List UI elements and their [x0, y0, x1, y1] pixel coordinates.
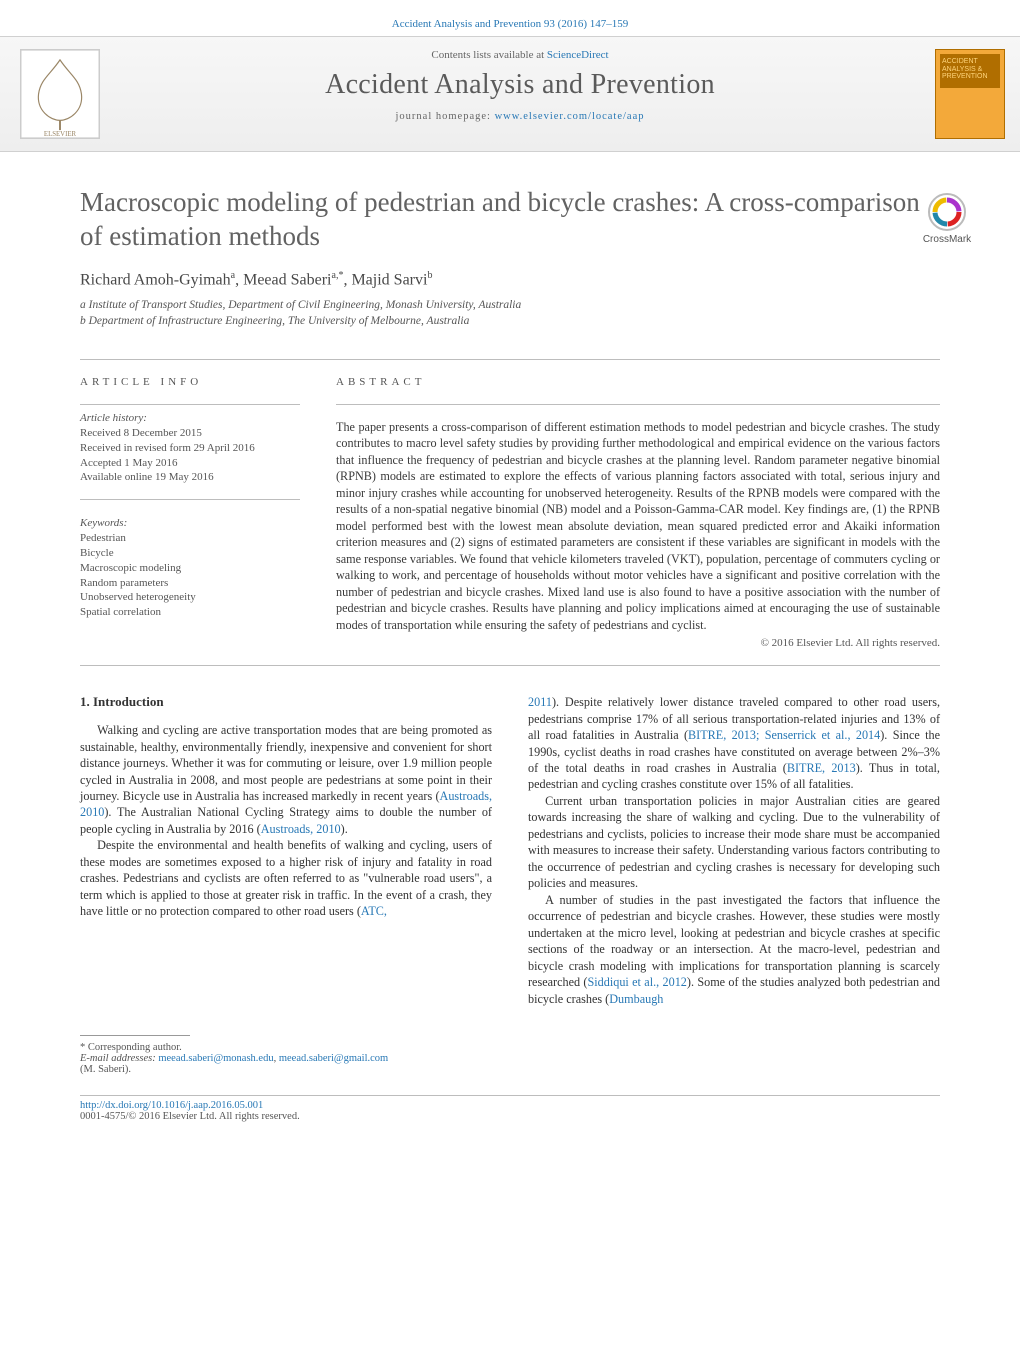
intro-para-3: 2011). Despite relatively lower distance…: [528, 694, 940, 793]
contents-label: Contents lists available at: [431, 49, 546, 61]
contents-line: Contents lists available at ScienceDirec…: [120, 49, 920, 61]
journal-cover-text: ACCIDENT ANALYSIS & PREVENTION: [942, 58, 998, 81]
top-citation-link[interactable]: Accident Analysis and Prevention 93 (201…: [392, 18, 628, 30]
keywords-label: Keywords:: [80, 516, 300, 531]
abstract-heading: ABSTRACT: [336, 366, 940, 398]
crossmark-icon: [927, 192, 967, 232]
intro-para-2: Despite the environmental and health ben…: [80, 837, 492, 919]
abstract-text: The paper presents a cross-comparison of…: [336, 411, 940, 633]
body-column-right: 2011). Despite relatively lower distance…: [528, 694, 940, 1007]
doi-block: http://dx.doi.org/10.1016/j.aap.2016.05.…: [0, 1100, 1020, 1152]
homepage-link[interactable]: www.elsevier.com/locate/aap: [495, 111, 645, 122]
top-citation: Accident Analysis and Prevention 93 (201…: [0, 0, 1020, 36]
intro-para-4: Current urban transportation policies in…: [528, 793, 940, 892]
keyword-4: Random parameters: [80, 576, 300, 591]
keyword-1: Pedestrian: [80, 531, 300, 546]
rule-info: [80, 404, 300, 405]
article-info-heading: ARTICLE INFO: [80, 366, 300, 398]
journal-cover-cell: ACCIDENT ANALYSIS & PREVENTION: [920, 37, 1020, 151]
rule-abstract: [336, 404, 940, 405]
footnotes: * Corresponding author. E-mail addresses…: [0, 1042, 1020, 1085]
rule-keywords: [80, 499, 300, 500]
keyword-6: Spatial correlation: [80, 605, 300, 620]
article-history: Article history: Received 8 December 201…: [80, 411, 300, 485]
affiliation-a: a Institute of Transport Studies, Depart…: [80, 297, 940, 313]
email-link-1[interactable]: meead.saberi@monash.edu: [158, 1053, 273, 1064]
intro-para-1: Walking and cycling are active transport…: [80, 722, 492, 837]
authors-line: Richard Amoh-Gyimaha, Meead Saberia,*, M…: [80, 270, 940, 289]
email-person: (M. Saberi).: [80, 1064, 940, 1075]
email-line: E-mail addresses: meead.saberi@monash.ed…: [80, 1053, 940, 1064]
keyword-3: Macroscopic modeling: [80, 561, 300, 576]
section-1-heading: 1. Introduction: [80, 694, 492, 710]
history-received: Received 8 December 2015: [80, 426, 300, 441]
crossmark-label: CrossMark: [923, 234, 971, 245]
rule-bottom: [80, 1095, 940, 1096]
svg-text:ELSEVIER: ELSEVIER: [44, 131, 77, 138]
header-band: ELSEVIER Contents lists available at Sci…: [0, 36, 1020, 152]
issn-line: 0001-4575/© 2016 Elsevier Ltd. All right…: [80, 1111, 940, 1122]
history-revised: Received in revised form 29 April 2016: [80, 441, 300, 456]
keyword-2: Bicycle: [80, 546, 300, 561]
doi-link[interactable]: http://dx.doi.org/10.1016/j.aap.2016.05.…: [80, 1100, 263, 1111]
affiliation-b: b Department of Infrastructure Engineeri…: [80, 313, 940, 329]
elsevier-logo: ELSEVIER: [20, 49, 100, 139]
keywords-block: Keywords: Pedestrian Bicycle Macroscopic…: [80, 516, 300, 620]
homepage-label: journal homepage:: [396, 111, 495, 122]
email-label: E-mail addresses:: [80, 1053, 158, 1064]
body-column-left: 1. Introduction Walking and cycling are …: [80, 694, 492, 1007]
crossmark-badge[interactable]: CrossMark: [914, 192, 980, 245]
intro-para-5: A number of studies in the past investig…: [528, 892, 940, 1007]
publisher-logo-cell: ELSEVIER: [0, 37, 120, 151]
sciencedirect-link[interactable]: ScienceDirect: [547, 49, 609, 61]
history-accepted: Accepted 1 May 2016: [80, 456, 300, 471]
article-title: Macroscopic modeling of pedestrian and b…: [80, 186, 940, 254]
corresponding-author-label: * Corresponding author.: [80, 1042, 940, 1053]
journal-cover: ACCIDENT ANALYSIS & PREVENTION: [935, 49, 1005, 139]
rule-top: [80, 359, 940, 360]
journal-title: Accident Analysis and Prevention: [120, 69, 920, 101]
footnote-rule: [80, 1035, 190, 1036]
keyword-5: Unobserved heterogeneity: [80, 590, 300, 605]
email-link-2[interactable]: meead.saberi@gmail.com: [279, 1053, 388, 1064]
journal-homepage: journal homepage: www.elsevier.com/locat…: [120, 111, 920, 122]
abstract-copyright: © 2016 Elsevier Ltd. All rights reserved…: [336, 637, 940, 649]
affiliations: a Institute of Transport Studies, Depart…: [80, 297, 940, 329]
history-online: Available online 19 May 2016: [80, 470, 300, 485]
history-label: Article history:: [80, 411, 300, 426]
